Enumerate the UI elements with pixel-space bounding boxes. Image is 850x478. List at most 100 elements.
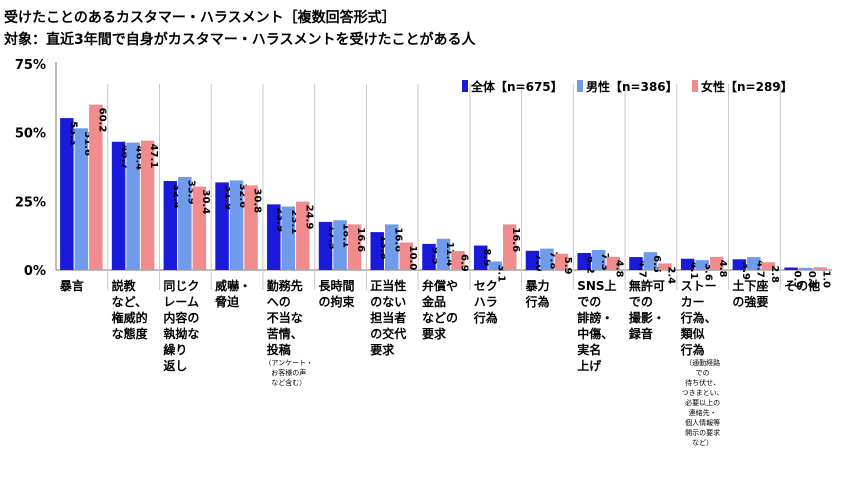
bar — [540, 248, 554, 270]
category-label: ハラ — [474, 295, 498, 309]
category-note: 個人情報等 — [685, 418, 720, 427]
data-label: 4.8 — [717, 260, 728, 278]
data-label: 7.0 — [533, 254, 544, 272]
category-label: 説教 — [112, 278, 137, 293]
data-label: 13.8 — [378, 235, 389, 260]
category-label: セク — [474, 279, 498, 293]
bar — [399, 242, 414, 270]
category-note: など含む） — [271, 378, 306, 387]
category-label: 勤務先 — [267, 278, 303, 293]
category-label: 苦情、 — [267, 326, 303, 341]
data-label: 30.4 — [200, 190, 211, 215]
category-label: 要求 — [370, 342, 395, 357]
category-label: での — [577, 295, 601, 309]
data-label: 6.5 — [651, 255, 662, 273]
bar — [126, 142, 140, 270]
category-label: 撮影・ — [629, 310, 665, 325]
data-label: 24.9 — [303, 205, 314, 230]
chart-title: 受けたことのあるカスタマー・ハラスメント［複数回答形式］ — [4, 10, 396, 26]
category-label: 類似 — [680, 326, 705, 341]
data-label: 0.8 — [806, 271, 817, 289]
category-label: 返し — [163, 358, 187, 373]
data-label: 30.8 — [252, 188, 263, 213]
data-label: 31.9 — [223, 185, 234, 210]
data-label: 32.4 — [171, 184, 182, 209]
data-label: 6.2 — [585, 256, 596, 274]
chart-subtitle: 対象：直近3年間で自身がカスタマー・ハラスメントを受けたことがある人 — [4, 32, 476, 48]
bar — [163, 181, 178, 270]
y-tick-label: 50% — [15, 127, 46, 142]
legend-swatch — [577, 80, 583, 92]
category-label: 暴力 — [524, 278, 549, 293]
data-label: 16.6 — [510, 227, 521, 252]
bar — [606, 256, 620, 270]
category-label: 実名 — [577, 342, 601, 357]
bar — [370, 232, 385, 270]
data-label: 4.1 — [688, 262, 699, 280]
category-label: SNS上 — [577, 278, 616, 293]
data-label: 7.3 — [599, 253, 610, 271]
bar — [732, 259, 747, 270]
category-label: などの — [422, 311, 458, 325]
category-note: 開示の要求 — [685, 428, 720, 437]
legend-swatch — [692, 80, 698, 92]
bar — [281, 206, 296, 270]
category-label: カー — [681, 295, 705, 309]
bar — [577, 252, 591, 270]
bar — [318, 221, 333, 270]
bar — [813, 267, 827, 270]
bar — [488, 261, 502, 270]
category-label: 長時間 — [319, 278, 355, 293]
category-label: への — [267, 295, 291, 309]
category-label: など、 — [112, 295, 147, 309]
bar — [709, 256, 724, 270]
data-label: 2.8 — [769, 265, 780, 283]
bar — [695, 260, 709, 270]
data-label: 4.8 — [614, 260, 625, 278]
bar — [333, 220, 347, 270]
category-label: 脅迫 — [214, 294, 240, 309]
legend-label: 女性【n=289】 — [701, 79, 793, 94]
bar — [60, 118, 74, 270]
bar — [658, 263, 672, 270]
y-tick-label: 75% — [15, 58, 46, 73]
bar — [680, 258, 695, 270]
category-note: など） — [692, 439, 713, 447]
data-label: 6.9 — [459, 254, 470, 272]
bar — [643, 252, 658, 270]
category-label: の強要 — [732, 294, 768, 309]
data-label: 23.9 — [274, 207, 285, 232]
bar — [591, 249, 606, 270]
bar — [215, 182, 229, 270]
category-label: 繰り — [163, 342, 187, 357]
category-label: 正当性 — [370, 278, 406, 293]
data-label: 47.1 — [148, 144, 159, 169]
bar — [178, 176, 192, 270]
category-label: 行為 — [473, 310, 498, 325]
bar — [554, 253, 569, 270]
category-note: つきまとい、 — [682, 389, 724, 397]
bar — [761, 262, 776, 270]
bar — [244, 185, 258, 270]
category-label: な態度 — [112, 326, 149, 341]
bar — [473, 245, 488, 270]
category-label: 同じク — [163, 279, 199, 293]
bar — [111, 141, 126, 270]
y-tick-label: 25% — [15, 195, 46, 210]
category-note: 必要以上の — [685, 398, 720, 407]
category-label: 暴言 — [59, 278, 84, 293]
bar — [451, 251, 465, 270]
category-label: 不当な — [267, 310, 303, 325]
legend-label: 男性【n=386】 — [586, 79, 678, 94]
data-label: 3.6 — [703, 263, 714, 281]
data-label: 23.1 — [289, 210, 300, 235]
bar — [502, 224, 517, 270]
category-note: お客様の声 — [271, 368, 306, 377]
category-label: 投稿 — [267, 342, 291, 357]
data-label: 7.8 — [547, 252, 558, 270]
bar — [422, 243, 436, 270]
category-label: ストー — [681, 279, 717, 293]
data-label: 5.9 — [562, 257, 573, 275]
data-label: 16.6 — [392, 227, 403, 252]
